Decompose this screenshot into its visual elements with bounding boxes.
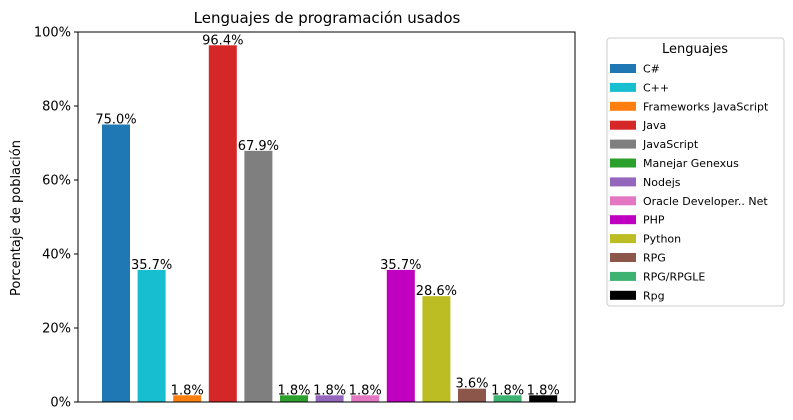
legend-label: Python <box>643 233 681 246</box>
bar-value-label: 1.8% <box>527 383 560 398</box>
bar-value-label: 1.8% <box>313 383 346 398</box>
chart-title: Lenguajes de programación usados <box>194 9 461 27</box>
legend-swatch <box>610 101 636 111</box>
legend-swatch <box>610 64 636 73</box>
y-tick-label: 20% <box>42 322 71 337</box>
legend-frame <box>606 37 785 307</box>
legend-swatch <box>610 177 636 187</box>
bar <box>173 395 202 402</box>
bar <box>458 388 486 402</box>
legend-label: Oracle Developer.. Net <box>643 195 768 208</box>
bar <box>386 269 415 402</box>
legend-label: Java <box>642 119 666 132</box>
legend-label: Manejar Genexus <box>643 157 739 170</box>
legend-label: RPG <box>643 252 666 265</box>
legend-label: JavaScript <box>642 138 699 151</box>
bar-value-label: 96.4% <box>202 33 243 48</box>
legend-label: C++ <box>643 81 669 94</box>
bar-value-label: 35.7% <box>380 258 421 273</box>
legend-label: C# <box>643 63 660 76</box>
legend-label: Rpg <box>643 289 665 302</box>
bars-group <box>102 45 558 403</box>
bar-value-label: 3.6% <box>455 377 488 392</box>
bar-value-label: 1.8% <box>277 383 310 398</box>
bar <box>137 269 166 402</box>
bar <box>493 395 522 402</box>
legend-swatch <box>610 196 636 206</box>
legend-swatch <box>610 139 636 149</box>
bar <box>208 45 237 403</box>
bar-value-label: 1.8% <box>349 383 382 398</box>
legend-swatch <box>610 215 636 225</box>
bar-value-label: 75.0% <box>95 113 136 128</box>
legend-label: PHP <box>643 214 665 227</box>
legend-swatch <box>610 82 636 92</box>
legend: Lenguajes C# C++ Frameworks JavaScript Java… <box>606 37 785 307</box>
y-tick-label: 60% <box>42 174 71 189</box>
legend-swatch <box>610 253 636 262</box>
legend-label: Frameworks JavaScript <box>643 100 769 113</box>
bar <box>351 395 380 402</box>
bar <box>102 124 130 402</box>
bar <box>280 395 308 402</box>
bar-value-label: 1.8% <box>171 383 204 398</box>
bar <box>244 150 273 402</box>
bar <box>529 395 558 402</box>
legend-swatch <box>610 158 636 168</box>
legend-swatch <box>610 120 636 130</box>
bar-value-label: 67.9% <box>238 139 279 154</box>
y-tick-label: 40% <box>42 248 71 263</box>
legend-swatch <box>610 290 636 300</box>
plot-frame <box>77 31 576 403</box>
bar <box>422 296 451 402</box>
legend-label: Nodejs <box>643 176 681 189</box>
y-axis-ticks: 0% 20% 40% 60% 80% 100% <box>34 26 78 411</box>
bar-value-label: 28.6% <box>416 284 457 299</box>
y-axis-label: Porcentaje de población <box>9 140 24 296</box>
legend-swatch <box>610 271 636 281</box>
bar <box>315 395 344 402</box>
bar-value-label: 1.8% <box>491 383 524 398</box>
bar-value-label: 35.7% <box>131 258 172 273</box>
y-tick-label: 100% <box>34 26 71 41</box>
data-labels-group: 75.0%35.7%1.8%96.4%67.9%1.8% 1.8% 1.8%35.7… <box>95 33 559 398</box>
y-tick-label: 0% <box>50 396 71 411</box>
y-tick-label: 80% <box>42 100 71 115</box>
legend-swatch <box>610 234 636 244</box>
legend-title: Lenguajes <box>662 42 728 57</box>
legend-label: RPG/RPGLE <box>643 270 705 283</box>
